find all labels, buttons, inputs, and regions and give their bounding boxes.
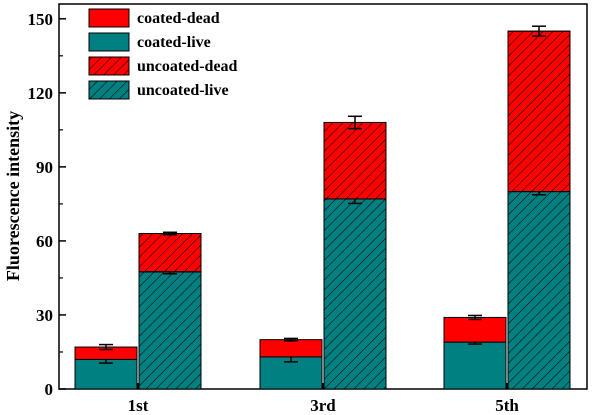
uncoated-live-bar-5th-hatch bbox=[507, 191, 571, 390]
coated-dead-error-bar-5th bbox=[468, 314, 482, 321]
uncoated-live-bar-3rd-hatch bbox=[323, 198, 387, 390]
legend-item-coated-live: coated-live bbox=[88, 32, 211, 52]
y-tick-label: 30 bbox=[36, 306, 53, 325]
uncoated-dead-bar-3rd-hatch bbox=[323, 121, 387, 200]
coated-dead-bar-5th bbox=[443, 316, 507, 343]
legend-label: uncoated-dead bbox=[137, 58, 238, 75]
legend: coated-dead coated-live uncoated-dead uncoa… bbox=[88, 8, 238, 100]
legend-label: uncoated-live bbox=[137, 82, 229, 99]
x-tick-label-1st: 1st bbox=[128, 396, 149, 415]
coated-dead-bar-3rd bbox=[259, 339, 323, 358]
legend-swatch-hatch bbox=[88, 56, 130, 76]
coated-dead-error-bar-3rd bbox=[284, 337, 298, 342]
legend-swatch bbox=[88, 32, 130, 52]
legend-label: coated-live bbox=[137, 34, 211, 51]
uncoated-dead-error-bar-3rd bbox=[348, 115, 362, 130]
x-tick-label-5th: 5th bbox=[495, 396, 519, 415]
y-tick-label: 150 bbox=[28, 10, 54, 29]
y-tick-label: 120 bbox=[28, 84, 54, 103]
legend-item-uncoated-live: uncoated-live bbox=[88, 80, 229, 100]
legend-item-uncoated-dead: uncoated-dead bbox=[88, 56, 238, 76]
x-tick-label-3rd: 3rd bbox=[310, 396, 336, 415]
legend-swatch-hatch bbox=[88, 80, 130, 100]
legend-label: coated-dead bbox=[137, 10, 220, 27]
uncoated-dead-error-bar-1st bbox=[163, 231, 177, 236]
x-axis: 1st 3rd 5th bbox=[128, 383, 519, 415]
bars-layer bbox=[74, 25, 571, 390]
uncoated-dead-bar-5th-hatch bbox=[507, 30, 571, 193]
coated-dead-error-bar-1st bbox=[99, 343, 113, 351]
uncoated-live-bar-1st-hatch bbox=[138, 271, 202, 390]
y-tick-label: 60 bbox=[36, 232, 53, 251]
y-tick-label: 0 bbox=[45, 380, 54, 399]
y-axis: 0 30 60 90 120 150 bbox=[28, 10, 66, 399]
coated-live-bar-5th bbox=[443, 341, 507, 390]
y-tick-label: 90 bbox=[36, 158, 53, 177]
y-axis-title: Fluorescence intensity bbox=[3, 111, 23, 281]
uncoated-dead-error-bar-5th bbox=[532, 25, 546, 37]
uncoated-dead-bar-1st-hatch bbox=[138, 233, 202, 273]
legend-item-coated-dead: coated-dead bbox=[88, 8, 220, 28]
legend-swatch bbox=[88, 8, 130, 28]
